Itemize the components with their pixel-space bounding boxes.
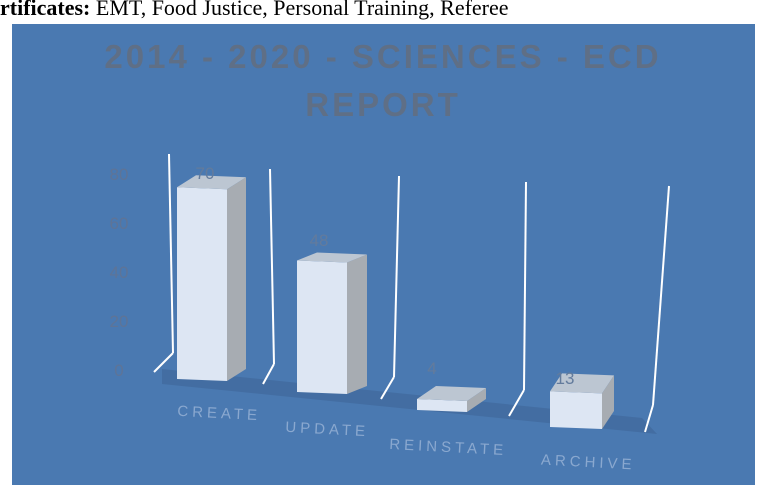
gridline-floor [380,376,395,400]
gridline-vertical [168,153,174,354]
gridline-vertical [523,181,527,391]
gridline-vertical [652,185,670,406]
y-tick-label: 80 [110,165,129,184]
gridline-vertical [269,168,275,365]
bar-top-face [297,252,367,263]
category-label: CREATE [177,403,262,424]
y-tick-label: 40 [110,263,129,282]
bar-front-face [297,260,347,394]
y-tick-label: 60 [110,214,129,233]
bar-front-face [417,399,467,412]
bar-archive [550,373,614,429]
data-label: 13 [556,369,575,388]
gridline-vertical [393,175,400,378]
document-heading-bold: rtificates: [0,0,91,20]
bar-front-face [550,391,602,429]
document-heading-line: rtificates: EMT, Food Justice, Personal … [0,0,764,23]
data-label: 70 [196,164,215,183]
bar-side-face [467,388,486,412]
bar-front-face [177,187,227,381]
gridline-floor [644,404,654,433]
chart-title-line-1: 2014 - 2020 - SCIENCES - ECD [104,38,661,75]
bar-side-face [602,375,614,429]
gridline-floor [508,389,525,417]
bar-side-face [347,254,367,394]
chart-panel: 2014 - 2020 - SCIENCES - ECD REPORT 0 20 4… [12,24,755,485]
document-heading-rest: EMT, Food Justice, Personal Training, Re… [90,0,509,20]
gridline-floor [262,363,275,385]
bar-chart: 2014 - 2020 - SCIENCES - ECD REPORT 0 20 4… [104,38,670,474]
bar-update [297,252,367,394]
bar-top-face [550,373,614,394]
category-label: REINSTATE [389,436,508,459]
bar-reinstate [417,386,486,412]
data-label: 48 [310,231,329,250]
gridline-floor [153,352,174,373]
chart-floor [162,369,657,434]
category-label: UPDATE [285,419,370,440]
category-label: ARCHIVE [541,452,636,474]
bar-top-face [417,386,486,402]
y-tick-label: 20 [110,312,129,331]
bar-top-face [177,175,246,190]
chart-title-line-2: REPORT [305,86,461,123]
bar-create [177,175,246,381]
y-tick-label: 0 [114,361,123,380]
bar-side-face [227,177,246,381]
data-label: 4 [427,359,436,378]
